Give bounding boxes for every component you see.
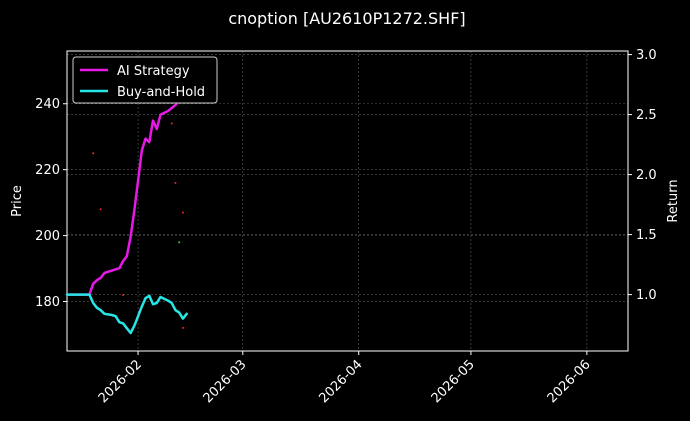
chart-title: cnoption [AU2610P1272.SHF]: [228, 9, 465, 28]
legend-label-ai-strategy: AI Strategy: [117, 64, 190, 79]
series-line-buy-and-hold: [65, 293, 188, 335]
y-right-tick-label: 1.0: [636, 288, 657, 303]
y-left-tick-label: 240: [35, 97, 60, 112]
y-axis-left-label: Price: [10, 185, 25, 217]
price-marker: [181, 326, 184, 329]
series-line-ai-strategy: [65, 85, 192, 296]
price-marker: [99, 208, 102, 211]
price-marker: [178, 241, 181, 244]
price-marker: [92, 152, 95, 155]
legend-label-buy-and-hold: Buy-and-Hold: [117, 85, 205, 100]
y-axis-right: 1.0 1.5 2.0 2.5 3.0: [628, 48, 657, 303]
price-marker: [122, 293, 125, 296]
price-marker: [170, 122, 173, 125]
plot-area-frame: [66, 50, 629, 352]
y-axis-right-label: Return: [666, 179, 681, 222]
price-marker: [181, 211, 184, 214]
y-left-tick-label: 200: [35, 229, 60, 244]
y-left-tick-label: 220: [35, 163, 60, 178]
y-right-tick-label: 2.0: [636, 168, 657, 183]
y-right-tick-label: 3.0: [636, 48, 657, 63]
y-right-tick-label: 2.5: [636, 108, 657, 123]
y-left-tick-label: 180: [35, 295, 60, 310]
series-lines: [65, 85, 192, 335]
legend-box: [72, 56, 218, 104]
price-markers: [92, 122, 184, 329]
y-right-tick-label: 1.5: [636, 228, 657, 243]
y-axis-left: 180 200 220 240: [35, 97, 67, 310]
legend: AI Strategy Buy-and-Hold: [72, 56, 218, 104]
price-marker: [174, 181, 177, 184]
